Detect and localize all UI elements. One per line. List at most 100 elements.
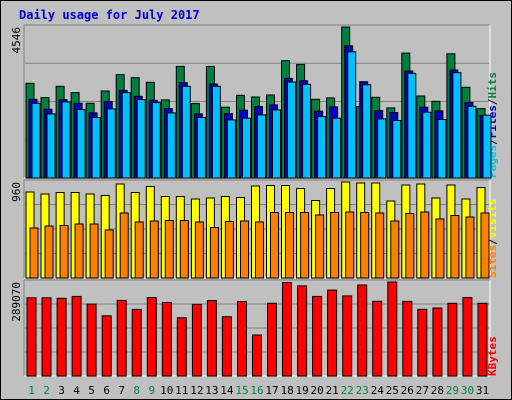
bar-sites-day-24 xyxy=(375,212,385,279)
bar-pages-day-24 xyxy=(377,118,387,179)
x-tick-label-day-11: 11 xyxy=(175,384,188,397)
bar-pages-day-26 xyxy=(407,72,417,179)
panel-kbytes-ymax-label: 289070 xyxy=(10,282,23,322)
bar-sites-day-12 xyxy=(194,221,204,279)
bar-sites-day-26 xyxy=(405,213,415,279)
bar-pages-day-6 xyxy=(106,108,116,179)
bar-sites-day-17 xyxy=(270,212,279,279)
bar-sites-day-18 xyxy=(285,212,294,279)
bar-sites-day-20 xyxy=(315,214,325,279)
series-label-separator: / xyxy=(486,138,499,145)
x-tick-label-day-20: 20 xyxy=(310,384,323,397)
x-tick-label-day-22: 22 xyxy=(341,384,354,397)
bar-sites-day-11 xyxy=(179,220,189,279)
bar-pages-day-22 xyxy=(347,51,357,179)
x-tick-label-day-25: 25 xyxy=(386,384,399,397)
bar-sites-day-23 xyxy=(360,212,370,279)
bar-kbytes-day-11 xyxy=(176,317,187,377)
bar-sites-day-30 xyxy=(465,216,475,279)
bar-kbytes-day-30 xyxy=(462,297,473,377)
bar-kbytes-day-29 xyxy=(447,302,458,377)
bar-pages-day-21 xyxy=(332,117,342,179)
x-tick-label-day-14: 14 xyxy=(220,384,234,397)
bar-sites-day-14 xyxy=(224,221,234,279)
x-tick-label-day-30: 30 xyxy=(461,384,474,397)
bar-sites-day-27 xyxy=(420,211,430,279)
bar-pages-day-25 xyxy=(392,120,402,179)
x-tick-label-day-10: 10 xyxy=(160,384,173,397)
panel-kbytes-series-labels: KBytes xyxy=(486,336,499,376)
bar-kbytes-day-17 xyxy=(267,302,277,377)
bar-pages-day-31 xyxy=(482,114,492,179)
bar-sites-day-29 xyxy=(450,215,460,279)
bar-kbytes-day-5 xyxy=(86,303,97,377)
bar-pages-day-27 xyxy=(422,111,432,179)
bar-kbytes-day-2 xyxy=(41,297,52,377)
bar-pages-day-17 xyxy=(272,109,281,179)
bar-kbytes-day-28 xyxy=(432,307,443,377)
bar-pages-day-19 xyxy=(302,83,312,179)
bar-sites-day-21 xyxy=(330,212,340,279)
bar-kbytes-day-26 xyxy=(402,300,413,377)
bar-sites-day-19 xyxy=(300,212,310,279)
bar-pages-day-12 xyxy=(196,117,206,179)
bar-pages-day-23 xyxy=(362,84,372,179)
bar-kbytes-day-25 xyxy=(387,281,398,377)
bar-sites-day-16 xyxy=(255,221,264,279)
x-tick-label-day-12: 12 xyxy=(190,384,203,397)
bar-pages-day-4 xyxy=(76,109,86,179)
series-label-hits: Hits xyxy=(486,72,499,99)
panel-sites-visits-ymax-label: 960 xyxy=(10,182,23,202)
bar-kbytes-day-18 xyxy=(282,282,292,377)
bar-sites-day-6 xyxy=(104,229,114,279)
bar-pages-day-20 xyxy=(317,116,327,179)
series-label-kbytes: KBytes xyxy=(486,336,499,376)
bar-pages-day-16 xyxy=(257,114,266,179)
bar-kbytes-day-13 xyxy=(206,300,217,377)
bar-kbytes-day-10 xyxy=(161,302,172,377)
x-tick-label-day-24: 24 xyxy=(371,384,385,397)
bar-kbytes-day-4 xyxy=(71,295,82,377)
bar-kbytes-day-9 xyxy=(146,297,157,377)
bar-pages-day-15 xyxy=(242,117,251,179)
bar-kbytes-day-23 xyxy=(357,284,368,377)
bar-kbytes-day-31 xyxy=(477,302,488,377)
bar-kbytes-day-6 xyxy=(101,315,112,377)
bar-pages-day-13 xyxy=(211,85,221,179)
bar-sites-day-31 xyxy=(480,212,490,279)
bar-pages-day-5 xyxy=(91,117,101,179)
series-label-separator: / xyxy=(486,98,499,105)
x-tick-label-day-7: 7 xyxy=(118,384,125,397)
bar-sites-day-1 xyxy=(29,227,39,279)
bar-sites-day-9 xyxy=(149,220,159,279)
bar-sites-day-25 xyxy=(390,220,400,279)
x-tick-label-day-1: 1 xyxy=(28,384,35,397)
bar-pages-day-9 xyxy=(151,102,161,179)
bar-kbytes-day-19 xyxy=(297,285,308,377)
x-tick-label-day-26: 26 xyxy=(401,384,414,397)
x-tick-label-day-18: 18 xyxy=(280,384,293,397)
x-tick-label-day-8: 8 xyxy=(133,384,140,397)
bar-sites-day-4 xyxy=(74,223,84,279)
bar-pages-day-14 xyxy=(226,119,236,179)
bar-kbytes-day-14 xyxy=(221,316,232,377)
bar-kbytes-day-24 xyxy=(372,300,383,377)
bar-kbytes-day-15 xyxy=(237,301,247,377)
x-tick-label-day-27: 27 xyxy=(416,384,429,397)
bar-sites-day-3 xyxy=(59,225,69,279)
bar-kbytes-day-20 xyxy=(312,295,323,377)
bar-sites-day-28 xyxy=(435,218,445,279)
x-tick-label-day-31: 31 xyxy=(476,384,489,397)
bar-pages-day-8 xyxy=(136,99,146,179)
bar-kbytes-day-27 xyxy=(417,308,428,377)
series-label-separator: / xyxy=(486,238,499,245)
x-tick-label-day-16: 16 xyxy=(250,384,263,397)
x-tick-label-day-9: 9 xyxy=(148,384,155,397)
bar-sites-day-7 xyxy=(119,212,129,279)
x-tick-label-day-3: 3 xyxy=(58,384,65,397)
bar-pages-day-3 xyxy=(61,101,71,179)
x-tick-label-day-29: 29 xyxy=(446,384,459,397)
bar-pages-day-29 xyxy=(452,72,462,179)
